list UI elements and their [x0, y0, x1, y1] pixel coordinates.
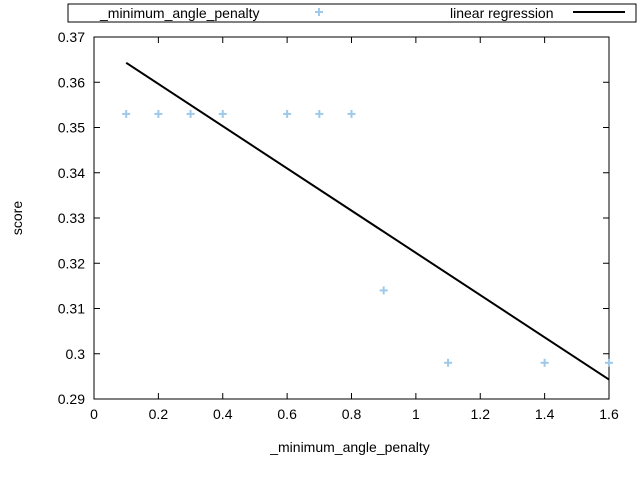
scatter-point-2	[186, 109, 195, 118]
y-axis-label: score	[9, 201, 25, 235]
y-tick-label-3: 0.32	[58, 255, 85, 271]
scatter-point-3	[218, 109, 227, 118]
y-tick-label-6: 0.35	[58, 120, 85, 136]
legend-box	[67, 3, 637, 23]
x-tick-label-5: 1	[412, 406, 420, 422]
legend-entry-regression: linear regression	[450, 5, 554, 21]
scatter-point-7	[379, 286, 388, 295]
y-tick-label-8: 0.37	[58, 29, 85, 45]
x-tick-label-8: 1.6	[599, 406, 619, 422]
scatter-point-8	[444, 358, 453, 367]
x-tick-label-1: 0.2	[149, 406, 169, 422]
x-tick-label-7: 1.4	[535, 406, 555, 422]
regression-line	[125, 61, 610, 381]
x-axis-label: _minimum_angle_penalty	[269, 439, 430, 455]
y-tick-label-4: 0.33	[58, 210, 85, 226]
x-tick-label-3: 0.6	[277, 406, 297, 422]
tick-labels: 0 0.2 0.4 0.6 0.8 1 1.2 1.4 1.6 0.29 0.3 0.31 0.32 0.…	[58, 29, 619, 422]
scatter-point-0	[122, 109, 131, 118]
y-tick-label-2: 0.31	[58, 301, 85, 317]
scatter-point-6	[347, 109, 356, 118]
y-tick-label-7: 0.36	[58, 74, 85, 90]
legend: _minimum_angle_penalty linear regression	[67, 3, 637, 23]
x-tick-label-4: 0.8	[342, 406, 362, 422]
scatter-point-1	[154, 109, 163, 118]
x-tick-label-2: 0.4	[213, 406, 233, 422]
legend-entry-scatter: _minimum_angle_penalty	[99, 5, 260, 21]
scatter-point-9	[540, 358, 549, 367]
legend-marker-scatter	[315, 8, 323, 16]
scatter-point-4	[283, 109, 292, 118]
scatter-point-5	[315, 109, 324, 118]
legend-plus-icon	[315, 8, 323, 16]
x-tick-label-6: 1.2	[471, 406, 491, 422]
y-tick-label-5: 0.34	[58, 165, 85, 181]
y-tick-label-0: 0.29	[58, 391, 85, 407]
series-layer	[122, 61, 613, 381]
scatter-point-10	[605, 358, 613, 367]
y-tick-label-1: 0.3	[66, 346, 86, 362]
ticks	[93, 36, 610, 400]
x-tick-label-0: 0	[90, 406, 98, 422]
